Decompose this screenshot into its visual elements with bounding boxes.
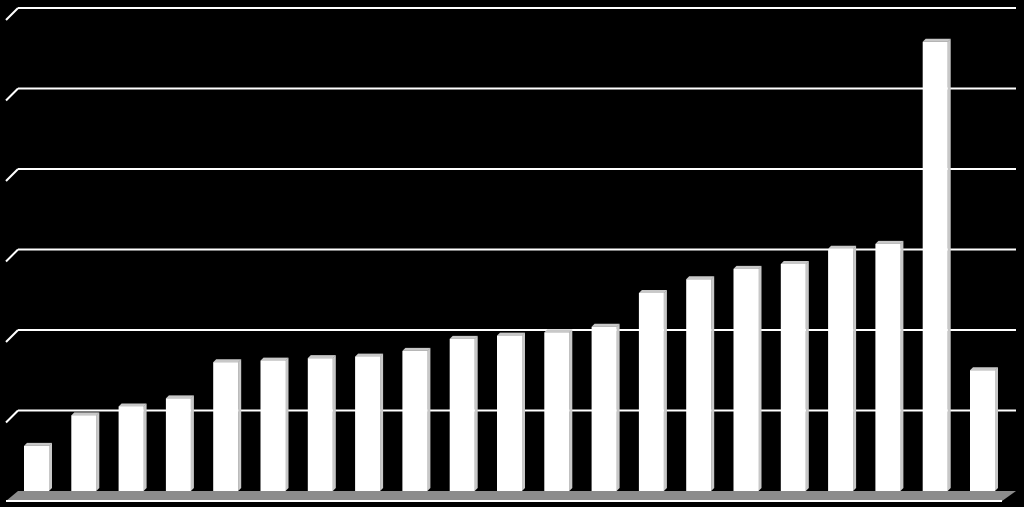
chart-floor bbox=[6, 491, 1016, 502]
bar-side bbox=[853, 245, 857, 491]
bar bbox=[165, 395, 194, 491]
bar-side bbox=[947, 38, 951, 492]
bar bbox=[118, 403, 147, 491]
bar-face bbox=[544, 332, 570, 491]
bar bbox=[875, 240, 904, 491]
bar-face bbox=[780, 263, 806, 491]
gridline-stub bbox=[5, 7, 19, 21]
bar-face bbox=[118, 406, 144, 491]
bar-top bbox=[780, 260, 809, 264]
bar-face bbox=[922, 41, 948, 492]
bar-side bbox=[190, 395, 194, 491]
bar-top bbox=[591, 323, 620, 327]
bar bbox=[497, 332, 525, 491]
bar bbox=[71, 412, 100, 491]
bar bbox=[449, 335, 478, 491]
bar-top bbox=[449, 335, 478, 339]
bar-face bbox=[828, 248, 854, 491]
bar-face bbox=[355, 356, 381, 491]
bar-side bbox=[663, 289, 667, 491]
bar-side bbox=[96, 412, 100, 491]
bar bbox=[213, 359, 242, 491]
gridline-stub bbox=[5, 168, 19, 182]
gridlines bbox=[5, 7, 1016, 424]
bar-side bbox=[332, 355, 336, 491]
bar-side bbox=[143, 403, 147, 491]
bar-top bbox=[733, 265, 762, 269]
bar-side bbox=[49, 442, 52, 491]
bar bbox=[260, 357, 289, 491]
bar bbox=[922, 38, 951, 492]
bar-side bbox=[380, 353, 384, 491]
bar-top bbox=[260, 357, 289, 361]
bar-side bbox=[805, 260, 809, 491]
bar-top bbox=[355, 353, 384, 357]
bar-side bbox=[522, 332, 525, 491]
bars bbox=[24, 38, 998, 492]
bar-face bbox=[71, 415, 97, 491]
bar-face bbox=[686, 279, 712, 491]
bar-face bbox=[260, 360, 286, 491]
bar-face bbox=[24, 445, 49, 491]
bar-side bbox=[995, 367, 998, 491]
bar-top bbox=[875, 240, 904, 244]
bar-face bbox=[213, 362, 239, 491]
bar-face bbox=[402, 350, 428, 491]
floor-plane bbox=[6, 491, 1016, 501]
bar-top bbox=[118, 403, 147, 407]
bar bbox=[24, 442, 52, 491]
bar-top bbox=[922, 38, 951, 42]
bar-side bbox=[758, 265, 762, 491]
gridline-stub bbox=[5, 87, 19, 102]
bar-top bbox=[970, 367, 998, 371]
bar bbox=[780, 260, 809, 491]
bar-top bbox=[213, 359, 242, 363]
bar-top bbox=[402, 347, 431, 351]
bar-top bbox=[686, 276, 715, 280]
bar-face bbox=[875, 243, 901, 491]
bar-top bbox=[828, 245, 857, 249]
bar-top bbox=[71, 412, 100, 416]
bar-side bbox=[569, 329, 573, 491]
bar-side bbox=[427, 347, 431, 491]
gridline-stub bbox=[5, 329, 19, 343]
bar bbox=[970, 367, 998, 491]
bar-side bbox=[474, 335, 478, 491]
bar bbox=[307, 355, 336, 491]
bar bbox=[544, 329, 573, 491]
bar bbox=[828, 245, 857, 491]
bar bbox=[686, 276, 715, 491]
bar-face bbox=[733, 268, 759, 491]
bar bbox=[355, 353, 384, 491]
bar bbox=[638, 289, 667, 491]
bar-face bbox=[449, 338, 475, 491]
bar-top bbox=[165, 395, 194, 399]
bar bbox=[591, 323, 620, 491]
gridline-stub bbox=[5, 248, 19, 263]
bar-side bbox=[285, 357, 289, 491]
bar-side bbox=[711, 276, 715, 491]
bar-face bbox=[970, 370, 995, 491]
bar-face bbox=[497, 335, 522, 491]
bar bbox=[733, 265, 762, 491]
bar-face bbox=[307, 358, 333, 491]
bar-top bbox=[638, 289, 667, 293]
bar-side bbox=[900, 240, 904, 491]
bar-face bbox=[165, 398, 191, 491]
gridline-stub bbox=[5, 409, 19, 424]
bar-top bbox=[24, 442, 52, 446]
bar bbox=[402, 347, 431, 491]
bar-top bbox=[307, 355, 336, 359]
bar-face bbox=[591, 326, 617, 491]
bar-face bbox=[638, 292, 664, 491]
bar-top bbox=[544, 329, 573, 333]
bar-side bbox=[616, 323, 620, 491]
bar-top bbox=[497, 332, 525, 336]
bar-side bbox=[238, 359, 242, 491]
